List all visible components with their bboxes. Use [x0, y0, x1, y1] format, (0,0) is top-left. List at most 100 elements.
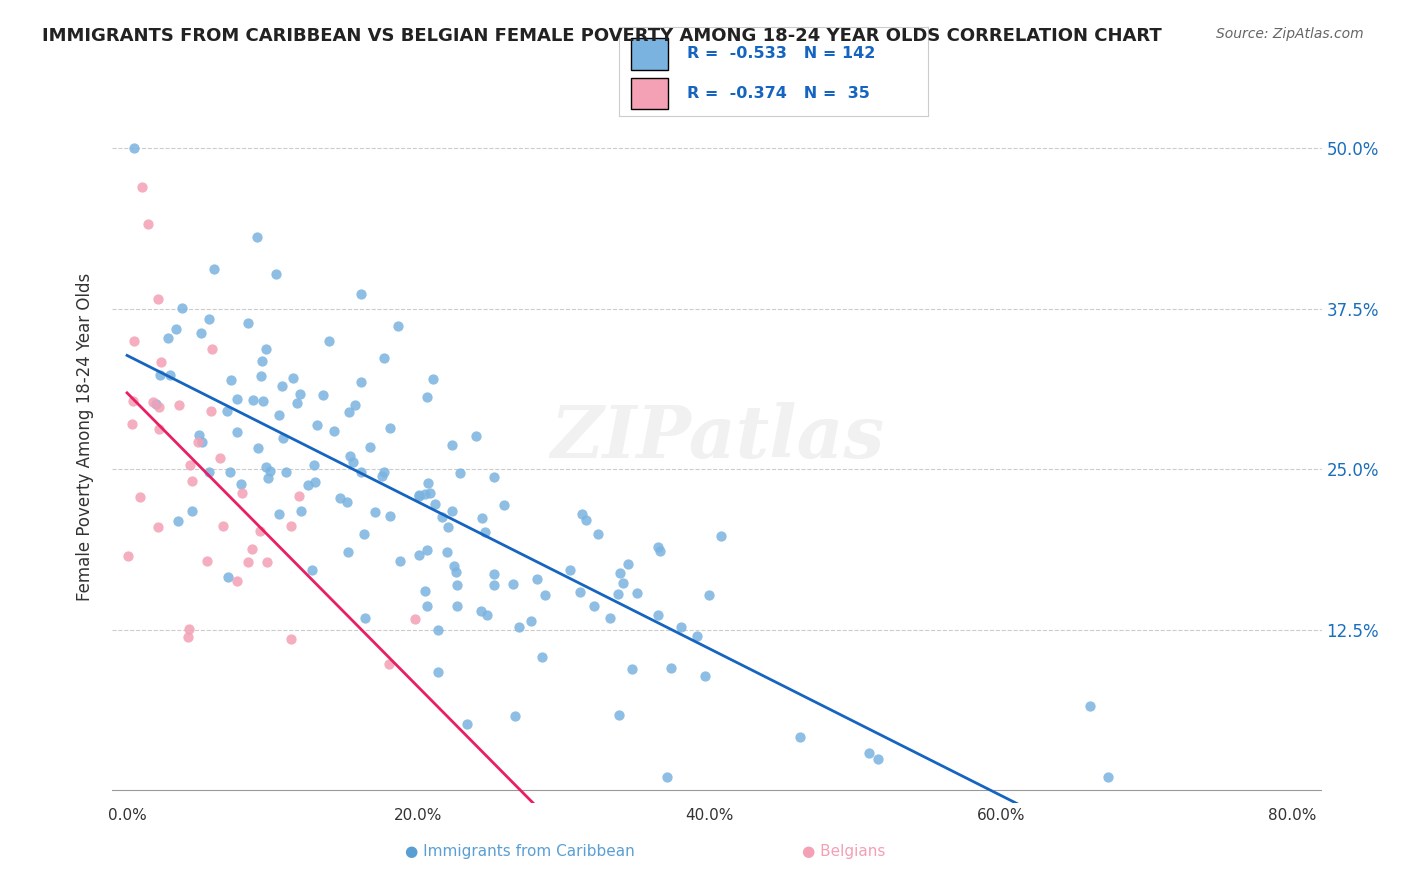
Point [187, 434, 209, 449]
Point [288, 489, 311, 503]
Point [197, 466, 219, 480]
Point [858, 746, 880, 760]
Point [571, 508, 593, 522]
Point [181, 504, 204, 518]
Point [419, 486, 441, 500]
Point [238, 316, 260, 330]
Point [226, 425, 249, 440]
Point [440, 438, 463, 452]
Point [520, 615, 543, 629]
Point [364, 505, 387, 519]
Point [371, 469, 394, 483]
Point [270, 379, 292, 393]
Point [427, 665, 450, 680]
Point [669, 619, 692, 633]
Point [353, 526, 375, 541]
Point [170, 301, 193, 315]
Point [339, 449, 361, 463]
Point [446, 578, 468, 592]
Point [474, 524, 496, 539]
Point [659, 661, 682, 675]
Point [558, 563, 581, 577]
Point [146, 520, 169, 534]
Point [475, 608, 498, 623]
Point [288, 387, 311, 401]
Point [221, 373, 243, 387]
Point [650, 544, 672, 558]
Point [866, 751, 889, 765]
Text: R =  -0.533   N = 142: R = -0.533 N = 142 [686, 46, 875, 61]
Point [337, 405, 360, 419]
Point [305, 417, 328, 432]
Point [574, 513, 596, 527]
Point [436, 545, 458, 559]
Point [149, 368, 172, 383]
Text: ● Immigrants from Caribbean: ● Immigrants from Caribbean [405, 845, 636, 859]
Point [124, 141, 146, 155]
Point [482, 469, 505, 483]
Point [166, 515, 188, 529]
Point [388, 554, 411, 568]
Point [231, 486, 253, 500]
Point [408, 488, 430, 502]
Point [145, 397, 167, 411]
Point [179, 458, 201, 472]
Point [789, 730, 811, 744]
Point [404, 612, 426, 626]
Point [231, 477, 253, 491]
Point [378, 421, 401, 435]
Point [685, 629, 707, 643]
Text: ● Belgians: ● Belgians [801, 845, 886, 859]
Point [225, 574, 247, 589]
Point [530, 649, 553, 664]
Point [256, 471, 278, 485]
Point [416, 476, 439, 491]
Point [129, 490, 152, 504]
Point [142, 395, 165, 409]
Point [336, 495, 359, 509]
Point [252, 394, 274, 409]
Point [449, 466, 471, 480]
Point [359, 440, 381, 454]
Point [218, 465, 240, 479]
Point [280, 632, 302, 647]
Point [159, 368, 181, 382]
Point [1097, 770, 1119, 784]
Text: R =  -0.374   N =  35: R = -0.374 N = 35 [686, 87, 869, 101]
Point [240, 541, 263, 556]
Point [534, 588, 557, 602]
Point [526, 572, 548, 586]
Point [599, 611, 621, 625]
Point [131, 179, 153, 194]
Point [373, 465, 395, 479]
Point [373, 351, 395, 366]
Point [285, 396, 308, 410]
Point [301, 563, 323, 577]
Point [354, 611, 377, 625]
Point [436, 520, 458, 534]
Point [302, 458, 325, 473]
FancyBboxPatch shape [631, 38, 668, 70]
Point [148, 400, 170, 414]
Point [416, 543, 439, 558]
Point [271, 431, 294, 445]
Point [655, 770, 678, 784]
Point [283, 371, 305, 385]
Point [188, 427, 211, 442]
Point [318, 334, 340, 348]
Point [621, 662, 644, 676]
Point [444, 566, 467, 580]
Point [202, 261, 225, 276]
Point [312, 388, 335, 402]
Point [246, 229, 269, 244]
Point [274, 465, 297, 479]
Point [378, 657, 401, 671]
Point [350, 287, 373, 301]
Point [568, 585, 591, 599]
Point [246, 441, 269, 455]
Point [236, 554, 259, 568]
Point [415, 599, 437, 613]
Point [415, 390, 437, 404]
Point [482, 566, 505, 581]
Point [177, 622, 200, 636]
